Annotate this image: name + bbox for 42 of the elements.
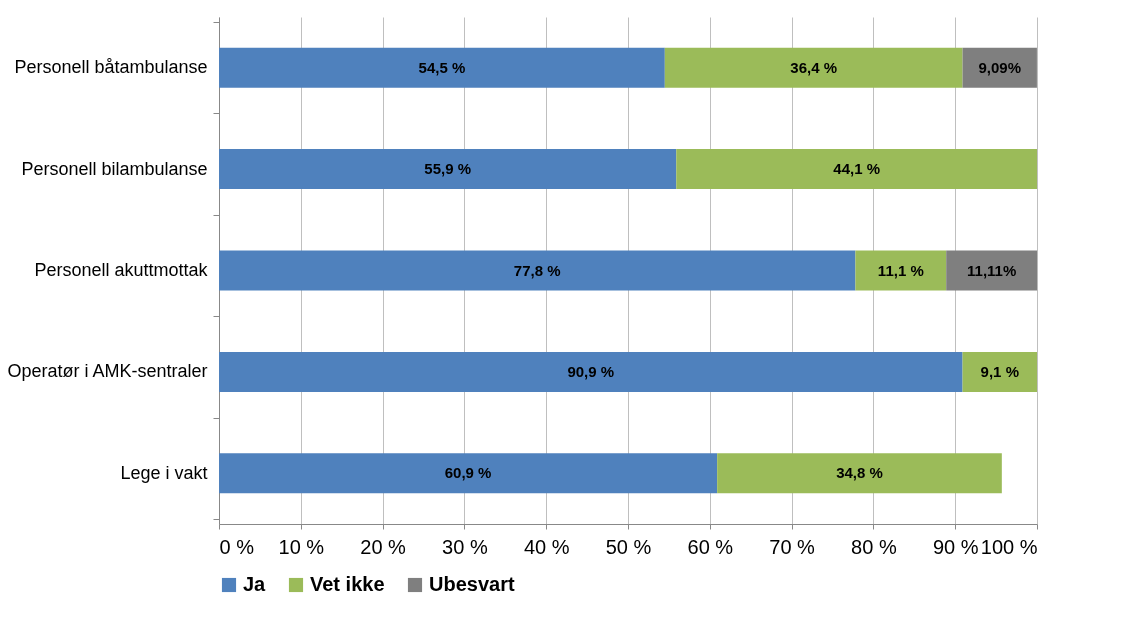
y-tick-label: Personell båtambulanse bbox=[14, 57, 208, 78]
data-label: 34,8 % bbox=[836, 464, 883, 482]
bar bbox=[962, 351, 1037, 392]
data-label: 11,1 % bbox=[877, 261, 924, 279]
x-tick-label: 90 % bbox=[932, 535, 979, 558]
bar bbox=[219, 453, 718, 494]
legend-label: Vet ikke bbox=[310, 573, 385, 595]
x-tick-label: 100 % bbox=[980, 535, 1038, 558]
bar bbox=[676, 149, 1037, 190]
legend-label: Ja bbox=[243, 573, 267, 595]
data-label: 77,8 % bbox=[513, 261, 561, 279]
bar bbox=[219, 351, 963, 392]
data-label: 36,4 % bbox=[790, 58, 838, 76]
x-tick-label: 0 % bbox=[219, 535, 255, 558]
y-tick-label: Lege i vakt bbox=[120, 462, 208, 483]
x-tick-label: 80 % bbox=[851, 535, 897, 558]
x-tick-label: 20 % bbox=[360, 535, 407, 558]
data-label: 90,9 % bbox=[567, 362, 615, 380]
x-tick-label: 30 % bbox=[442, 535, 488, 558]
y-tick-label: Personell bilambulanse bbox=[21, 158, 208, 179]
data-label: 9,09% bbox=[978, 58, 1022, 76]
x-tick-label: 70 % bbox=[769, 535, 816, 558]
bar bbox=[946, 250, 1038, 291]
legend-label: Ubesvart bbox=[429, 573, 515, 595]
x-tick-label: 10 % bbox=[278, 535, 325, 558]
data-label: 9,1 % bbox=[980, 362, 1019, 380]
data-label: 44,1 % bbox=[833, 160, 880, 178]
data-label: 54,5 % bbox=[418, 58, 466, 76]
data-label: 60,9 % bbox=[444, 464, 492, 482]
x-tick-label: 50 % bbox=[605, 535, 652, 558]
data-label: 55,9 % bbox=[424, 160, 471, 178]
bar bbox=[219, 250, 856, 291]
bar bbox=[717, 453, 1002, 494]
y-tick-label: Operatør i AMK-sentraler bbox=[7, 361, 208, 382]
x-tick-label: 60 % bbox=[687, 535, 734, 558]
bar bbox=[664, 47, 963, 88]
bar bbox=[855, 250, 947, 291]
bar bbox=[219, 149, 677, 190]
data-label: 11,11% bbox=[967, 261, 1017, 279]
bar bbox=[219, 47, 665, 88]
x-tick-label: 40 % bbox=[523, 535, 570, 558]
y-tick-label: Personell akuttmottak bbox=[34, 260, 209, 280]
